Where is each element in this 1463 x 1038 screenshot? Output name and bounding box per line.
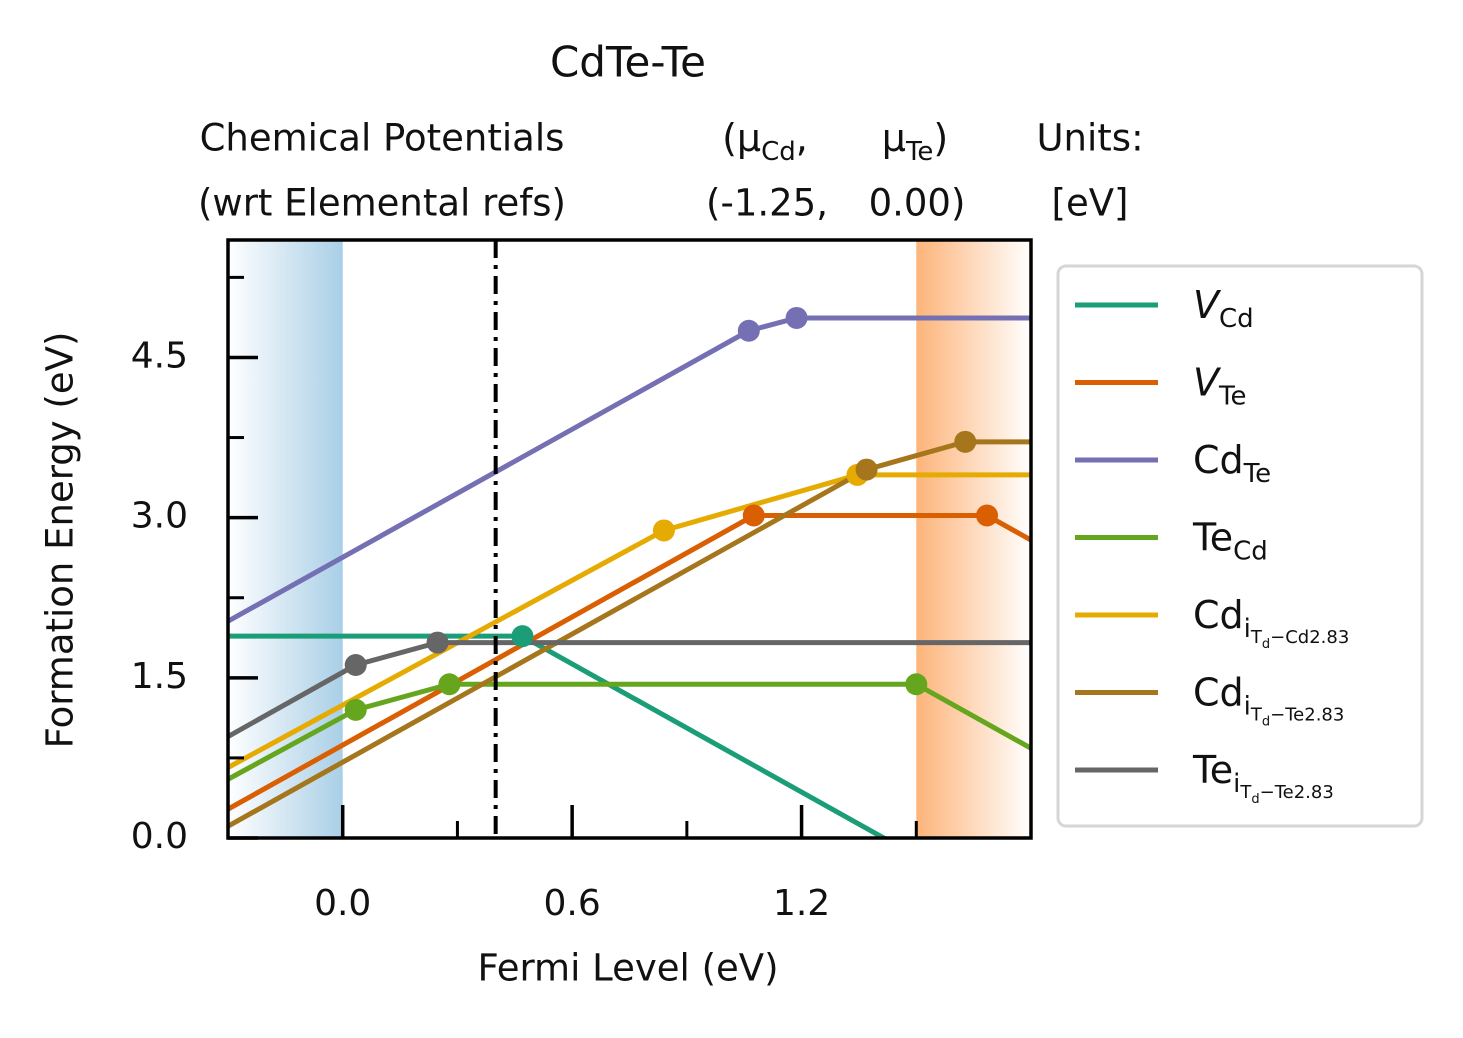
transition-marker: [742, 504, 765, 527]
transition-marker: [511, 625, 534, 648]
text-part: Cd: [1193, 670, 1244, 714]
legend-label: TeiTd−Te2.83: [1192, 748, 1334, 807]
text-part: Cd: [761, 137, 796, 167]
text-part: i: [1244, 691, 1251, 721]
legend-box: [1056, 264, 1424, 828]
x-axis-label: Fermi Level (eV): [477, 947, 778, 990]
transition-marker: [954, 430, 977, 453]
header-head: μTe): [882, 116, 948, 167]
text-part: Cd: [1193, 438, 1244, 482]
y-axis-label: Formation Energy (eV): [39, 332, 82, 749]
text-part: V: [1193, 283, 1222, 327]
text-part: d: [1262, 714, 1270, 729]
transition-marker: [344, 654, 367, 677]
text-part: −Te2.83: [1270, 705, 1344, 726]
text-part: Cd: [1219, 304, 1254, 334]
header-value: (-1.25,: [706, 182, 828, 225]
series-line: [228, 315, 1031, 624]
text-part: −Te2.83: [1260, 782, 1334, 803]
header-head: (μCd,: [722, 116, 808, 167]
legend-label: CdiTd−Te2.83: [1193, 670, 1344, 729]
text-part: (μ: [722, 116, 761, 160]
series-line: [228, 513, 1031, 812]
text-part: Te: [1218, 381, 1246, 411]
text-part: Te: [905, 137, 933, 167]
header-value: 0.00): [869, 182, 966, 225]
plot-area: [228, 306, 1031, 838]
transition-marker: [438, 673, 461, 696]
text-part: d: [1251, 792, 1259, 807]
text-part: Cd: [1193, 593, 1244, 637]
text-part: ,: [796, 116, 808, 160]
series-line: [228, 640, 1031, 739]
legend-label: VTe: [1193, 360, 1246, 411]
plot-frame: [226, 238, 1033, 840]
legend-label: CdTe: [1193, 438, 1271, 489]
y-tick-label: 0.0: [131, 816, 188, 857]
transition-marker: [737, 319, 760, 342]
transition-marker: [905, 673, 928, 696]
header-label: Chemical Potentials: [200, 117, 565, 160]
text-part: Te: [1192, 748, 1233, 792]
legend-label: VCd: [1193, 283, 1254, 334]
text-part: Te: [1243, 459, 1271, 489]
header-units: Units:: [1036, 117, 1143, 160]
x-tick-label: 0.0: [314, 883, 371, 924]
transition-marker: [344, 698, 367, 721]
text-part: d: [1262, 637, 1270, 652]
series-line: [228, 472, 1031, 770]
chart-title: CdTe-Te: [550, 38, 706, 87]
x-tick-label: 0.6: [544, 883, 601, 924]
text-part: Te: [1192, 515, 1233, 559]
text-part: μ: [882, 116, 906, 160]
transition-marker: [426, 631, 449, 654]
text-part: T: [1239, 782, 1252, 803]
transition-marker: [652, 519, 675, 542]
text-part: Cd: [1233, 536, 1268, 566]
text-part: i: [1233, 769, 1240, 799]
y-tick-label: 1.5: [131, 656, 188, 697]
y-tick-label: 4.5: [131, 335, 188, 376]
text-part: T: [1250, 705, 1263, 726]
transition-marker: [976, 504, 999, 527]
cbm-region: [916, 240, 1031, 838]
text-part: i: [1244, 614, 1251, 644]
y-tick-label: 3.0: [131, 496, 188, 537]
text-part: ): [933, 116, 948, 160]
header-units: [eV]: [1052, 182, 1129, 225]
text-part: T: [1250, 627, 1263, 648]
text-part: V: [1193, 360, 1222, 404]
transition-marker: [855, 458, 878, 481]
series-line: [228, 439, 1031, 829]
x-tick-label: 1.2: [773, 883, 830, 924]
header-label: (wrt Elemental refs): [198, 182, 566, 225]
legend-label: CdiTd−Cd2.83: [1193, 593, 1349, 652]
text-part: −Cd2.83: [1270, 627, 1349, 648]
transition-marker: [785, 306, 808, 329]
legend-label: TeCd: [1192, 515, 1268, 566]
